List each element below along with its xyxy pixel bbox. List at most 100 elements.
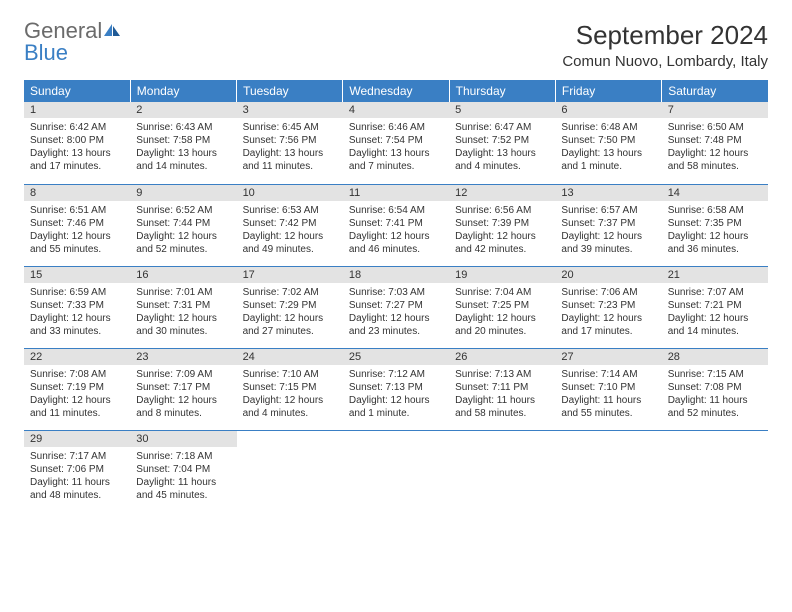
sunset-text: Sunset: 7:44 PM <box>136 217 230 230</box>
calendar-cell: 1Sunrise: 6:42 AMSunset: 8:00 PMDaylight… <box>24 102 130 184</box>
calendar-cell: 17Sunrise: 7:02 AMSunset: 7:29 PMDayligh… <box>237 266 343 348</box>
day-details: Sunrise: 6:51 AMSunset: 7:46 PMDaylight:… <box>24 201 130 260</box>
day-number: 24 <box>237 349 343 365</box>
calendar-row: 22Sunrise: 7:08 AMSunset: 7:19 PMDayligh… <box>24 348 768 430</box>
day-number: 5 <box>449 102 555 118</box>
calendar-cell: 6Sunrise: 6:48 AMSunset: 7:50 PMDaylight… <box>555 102 661 184</box>
day-number: 11 <box>343 185 449 201</box>
sunrise-text: Sunrise: 7:01 AM <box>136 286 230 299</box>
day-number: 23 <box>130 349 236 365</box>
calendar-cell <box>449 430 555 512</box>
day-details: Sunrise: 7:04 AMSunset: 7:25 PMDaylight:… <box>449 283 555 342</box>
daylight-line1: Daylight: 12 hours <box>561 312 655 325</box>
daylight-line2: and 11 minutes. <box>30 407 124 420</box>
daylight-line1: Daylight: 12 hours <box>30 312 124 325</box>
day-number: 27 <box>555 349 661 365</box>
daylight-line2: and 27 minutes. <box>243 325 337 338</box>
day-details: Sunrise: 7:01 AMSunset: 7:31 PMDaylight:… <box>130 283 236 342</box>
daylight-line2: and 4 minutes. <box>243 407 337 420</box>
weekday-header: Thursday <box>449 80 555 102</box>
sunrise-text: Sunrise: 6:47 AM <box>455 121 549 134</box>
daylight-line1: Daylight: 12 hours <box>561 230 655 243</box>
day-number: 25 <box>343 349 449 365</box>
sunrise-text: Sunrise: 7:08 AM <box>30 368 124 381</box>
daylight-line1: Daylight: 13 hours <box>561 147 655 160</box>
day-details: Sunrise: 6:43 AMSunset: 7:58 PMDaylight:… <box>130 118 236 177</box>
day-details: Sunrise: 6:47 AMSunset: 7:52 PMDaylight:… <box>449 118 555 177</box>
day-details: Sunrise: 7:18 AMSunset: 7:04 PMDaylight:… <box>130 447 236 506</box>
sunset-text: Sunset: 7:25 PM <box>455 299 549 312</box>
day-number: 2 <box>130 102 236 118</box>
sunset-text: Sunset: 7:33 PM <box>30 299 124 312</box>
day-number: 20 <box>555 267 661 283</box>
day-number: 7 <box>662 102 768 118</box>
calendar-row: 15Sunrise: 6:59 AMSunset: 7:33 PMDayligh… <box>24 266 768 348</box>
weekday-header: Friday <box>555 80 661 102</box>
sunrise-text: Sunrise: 6:54 AM <box>349 204 443 217</box>
calendar-cell: 16Sunrise: 7:01 AMSunset: 7:31 PMDayligh… <box>130 266 236 348</box>
day-number: 26 <box>449 349 555 365</box>
day-details: Sunrise: 7:02 AMSunset: 7:29 PMDaylight:… <box>237 283 343 342</box>
day-details: Sunrise: 7:15 AMSunset: 7:08 PMDaylight:… <box>662 365 768 424</box>
sunrise-text: Sunrise: 7:06 AM <box>561 286 655 299</box>
weekday-header: Saturday <box>662 80 768 102</box>
daylight-line2: and 23 minutes. <box>349 325 443 338</box>
calendar-cell: 9Sunrise: 6:52 AMSunset: 7:44 PMDaylight… <box>130 184 236 266</box>
daylight-line1: Daylight: 11 hours <box>136 476 230 489</box>
calendar-cell: 14Sunrise: 6:58 AMSunset: 7:35 PMDayligh… <box>662 184 768 266</box>
day-number: 29 <box>24 431 130 447</box>
calendar-cell: 28Sunrise: 7:15 AMSunset: 7:08 PMDayligh… <box>662 348 768 430</box>
daylight-line2: and 39 minutes. <box>561 243 655 256</box>
sunrise-text: Sunrise: 6:52 AM <box>136 204 230 217</box>
calendar-cell: 25 Sunrise: 7:12 AMSunset: 7:13 PMDayligh… <box>343 348 449 430</box>
sunrise-text: Sunrise: 7:12 AM <box>349 368 443 381</box>
month-title: September 2024 <box>562 20 768 51</box>
daylight-line2: and 49 minutes. <box>243 243 337 256</box>
day-details: Sunrise: 6:45 AMSunset: 7:56 PMDaylight:… <box>237 118 343 177</box>
day-number: 18 <box>343 267 449 283</box>
calendar-body: 1Sunrise: 6:42 AMSunset: 8:00 PMDaylight… <box>24 102 768 512</box>
sunrise-text: Sunrise: 7:04 AM <box>455 286 549 299</box>
sunrise-text: Sunrise: 6:59 AM <box>30 286 124 299</box>
sunrise-text: Sunrise: 7:02 AM <box>243 286 337 299</box>
calendar-cell: 7Sunrise: 6:50 AMSunset: 7:48 PMDaylight… <box>662 102 768 184</box>
page-header: General Blue September 2024 Comun Nuovo,… <box>24 20 768 70</box>
day-number: 10 <box>237 185 343 201</box>
daylight-line1: Daylight: 13 hours <box>30 147 124 160</box>
sunset-text: Sunset: 7:46 PM <box>30 217 124 230</box>
daylight-line2: and 14 minutes. <box>136 160 230 173</box>
daylight-line1: Daylight: 12 hours <box>349 230 443 243</box>
day-details: Sunrise: 6:50 AMSunset: 7:48 PMDaylight:… <box>662 118 768 177</box>
weekday-row: SundayMondayTuesdayWednesdayThursdayFrid… <box>24 80 768 102</box>
calendar-cell: 20Sunrise: 7:06 AMSunset: 7:23 PMDayligh… <box>555 266 661 348</box>
brand-logo: General Blue <box>24 20 122 64</box>
sunset-text: Sunset: 7:13 PM <box>349 381 443 394</box>
daylight-line2: and 20 minutes. <box>455 325 549 338</box>
sunset-text: Sunset: 7:29 PM <box>243 299 337 312</box>
sunrise-text: Sunrise: 6:56 AM <box>455 204 549 217</box>
day-number: 17 <box>237 267 343 283</box>
sunrise-text: Sunrise: 7:07 AM <box>668 286 762 299</box>
calendar-cell: 18Sunrise: 7:03 AMSunset: 7:27 PMDayligh… <box>343 266 449 348</box>
calendar-cell: 5Sunrise: 6:47 AMSunset: 7:52 PMDaylight… <box>449 102 555 184</box>
day-number: 14 <box>662 185 768 201</box>
daylight-line2: and 4 minutes. <box>455 160 549 173</box>
daylight-line1: Daylight: 12 hours <box>349 394 443 407</box>
day-number: 28 <box>662 349 768 365</box>
sunrise-text: Sunrise: 6:50 AM <box>668 121 762 134</box>
day-details: Sunrise: 7:06 AMSunset: 7:23 PMDaylight:… <box>555 283 661 342</box>
daylight-line2: and 14 minutes. <box>668 325 762 338</box>
sunset-text: Sunset: 7:54 PM <box>349 134 443 147</box>
daylight-line1: Daylight: 11 hours <box>668 394 762 407</box>
calendar-cell: 30Sunrise: 7:18 AMSunset: 7:04 PMDayligh… <box>130 430 236 512</box>
daylight-line2: and 33 minutes. <box>30 325 124 338</box>
sunrise-text: Sunrise: 7:15 AM <box>668 368 762 381</box>
calendar-cell: 29Sunrise: 7:17 AMSunset: 7:06 PMDayligh… <box>24 430 130 512</box>
daylight-line1: Daylight: 13 hours <box>349 147 443 160</box>
day-details: Sunrise: 6:46 AMSunset: 7:54 PMDaylight:… <box>343 118 449 177</box>
sunrise-text: Sunrise: 7:10 AM <box>243 368 337 381</box>
daylight-line1: Daylight: 11 hours <box>561 394 655 407</box>
weekday-header: Monday <box>130 80 236 102</box>
day-number: 12 <box>449 185 555 201</box>
daylight-line1: Daylight: 12 hours <box>668 147 762 160</box>
